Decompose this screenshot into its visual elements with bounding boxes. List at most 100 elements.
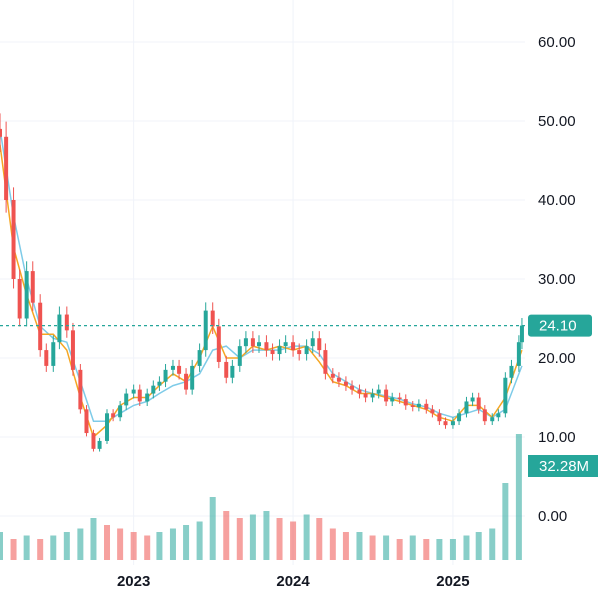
candle-body xyxy=(357,389,362,394)
candle-body xyxy=(224,361,229,378)
ma-slow-line xyxy=(0,128,523,422)
moving-averages xyxy=(0,128,523,439)
y-tick-label: 50.00 xyxy=(538,113,576,130)
volume-bar xyxy=(316,518,323,560)
y-tick-label: 30.00 xyxy=(538,271,576,288)
x-axis[interactable]: 2023 2024 2025 xyxy=(117,573,470,590)
candle-body xyxy=(17,279,22,319)
x-tick-label: 2023 xyxy=(117,573,150,590)
candle-body xyxy=(343,381,348,386)
volume-bar xyxy=(409,535,416,560)
candle-body xyxy=(516,342,521,366)
candle-body xyxy=(297,350,302,355)
volume-bar xyxy=(77,528,84,560)
candle-body xyxy=(323,350,328,374)
candle-body xyxy=(291,342,296,351)
volume-bar xyxy=(144,535,151,560)
volume-bar xyxy=(356,532,363,560)
candle-body xyxy=(350,385,355,390)
volume-bar xyxy=(463,535,470,560)
volume-tag-bg xyxy=(528,455,598,477)
y-tick-label: 60.00 xyxy=(538,34,576,51)
candle-body xyxy=(38,302,43,351)
candle-body xyxy=(410,405,415,407)
candle-body xyxy=(190,365,195,390)
candle-body xyxy=(397,397,402,400)
candle-body xyxy=(443,421,448,426)
ma-fast-line xyxy=(0,144,523,439)
candle-body xyxy=(237,346,242,366)
volume-bar xyxy=(23,535,30,560)
volume-bar xyxy=(276,518,283,560)
volume-bar xyxy=(50,535,57,560)
candle-body xyxy=(336,377,341,382)
candle-body xyxy=(503,377,508,414)
volume-bar xyxy=(169,528,176,560)
candle-body xyxy=(390,397,395,402)
candle-body xyxy=(24,271,29,319)
candle-body xyxy=(157,381,162,386)
candle-body xyxy=(437,413,442,422)
x-tick-label: 2024 xyxy=(276,573,310,590)
volume-bar xyxy=(10,539,17,560)
candle-body xyxy=(118,405,123,418)
candle-body xyxy=(416,403,421,407)
volume-bar xyxy=(156,532,163,560)
candle-body xyxy=(177,365,182,374)
candle-body xyxy=(376,389,381,394)
candle-body xyxy=(370,393,375,398)
volume-bar xyxy=(63,532,70,560)
volume-bar xyxy=(369,535,376,560)
candle-body xyxy=(145,393,150,402)
candle-body xyxy=(51,342,56,366)
y-axis[interactable]: 0.00 10.00 20.00 30.00 40.00 50.00 60.00 xyxy=(538,34,576,525)
current-price-tag-bg xyxy=(528,314,592,337)
candle-body xyxy=(131,389,136,394)
candle-body xyxy=(0,128,2,137)
candle-body xyxy=(105,413,110,441)
candle-body xyxy=(403,399,408,406)
volume-bar xyxy=(303,514,310,560)
candle-body xyxy=(170,365,175,370)
candle-body xyxy=(137,389,142,402)
volume-bar xyxy=(196,521,203,560)
volume-bar xyxy=(249,514,256,560)
volume-bar xyxy=(0,532,3,560)
candle-body xyxy=(230,365,235,378)
y-tick-label: 10.00 xyxy=(538,429,576,446)
candle-body xyxy=(450,421,455,426)
candle-body xyxy=(44,350,49,366)
candle-body xyxy=(430,409,435,414)
candle-body xyxy=(78,369,83,410)
volume-tag: 32.28M xyxy=(528,455,598,477)
volume-bar xyxy=(396,539,403,560)
candle-body xyxy=(304,346,309,355)
volume-bar xyxy=(104,525,111,560)
volume-bar xyxy=(436,539,443,560)
volume-bar xyxy=(117,528,124,560)
current-price-tag: 24.10 xyxy=(528,314,592,337)
volume-bar xyxy=(223,511,230,560)
candle-body xyxy=(111,413,116,418)
volume-bar xyxy=(263,511,270,560)
volume-bar xyxy=(489,528,496,560)
candle-body xyxy=(91,433,96,449)
volume-bar xyxy=(37,539,44,560)
candle-body xyxy=(464,401,469,414)
candle-body xyxy=(277,346,282,355)
candle-body xyxy=(470,397,475,402)
candle-body xyxy=(97,440,102,449)
grid-lines xyxy=(0,0,525,565)
candle-body xyxy=(4,136,9,200)
volume-bar xyxy=(329,528,336,560)
candle-body xyxy=(151,385,156,394)
volume-bars xyxy=(0,434,522,560)
volume-bar xyxy=(502,483,509,560)
candle-body xyxy=(57,314,62,343)
candle-body xyxy=(70,330,75,370)
volume-bar xyxy=(236,518,243,560)
volume-bar xyxy=(342,532,349,560)
candle-body xyxy=(317,338,322,351)
